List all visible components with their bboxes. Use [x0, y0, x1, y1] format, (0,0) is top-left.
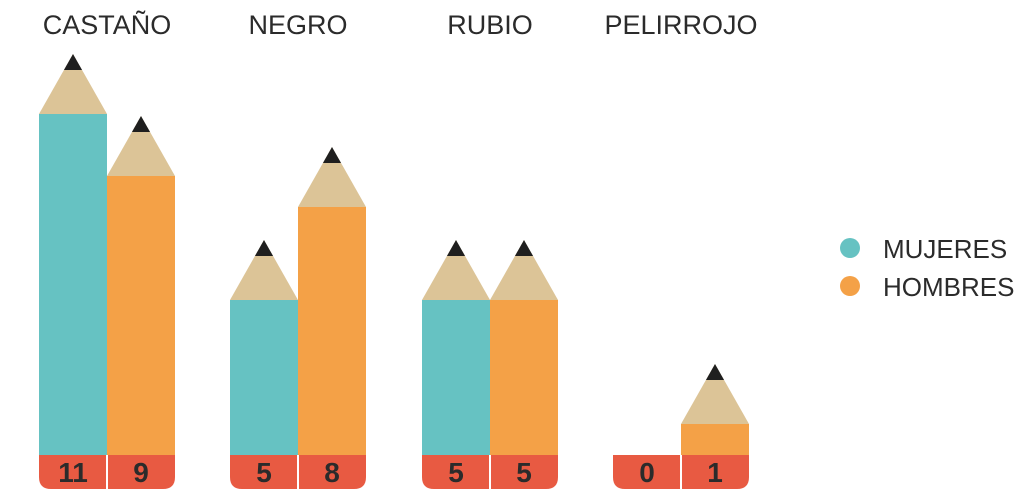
eraser-divider — [680, 455, 682, 489]
bar-hombres — [490, 300, 558, 455]
pencil-eraser — [490, 455, 558, 489]
value-label: 11 — [58, 457, 88, 488]
category-label: RUBIO — [447, 10, 533, 40]
bar-hombres — [298, 207, 366, 455]
pencil-tip — [681, 364, 749, 424]
pencil-tip — [107, 116, 175, 176]
pencil-tip — [490, 240, 558, 300]
eraser-divider — [297, 455, 299, 489]
eraser-divider — [489, 455, 491, 489]
value-label: 0 — [639, 457, 655, 488]
pencil-tip — [230, 240, 298, 300]
legend-swatch — [840, 238, 860, 258]
category-label: PELIRROJO — [604, 10, 757, 40]
legend-label: HOMBRES — [883, 272, 1014, 302]
pencil-tip — [39, 54, 107, 114]
pencil-lead — [131, 116, 151, 132]
bar-mujeres — [230, 300, 298, 455]
category-label: CASTAÑO — [43, 9, 172, 40]
bars-group: 11 9 5 8 5 5 0 1 — [39, 54, 749, 489]
value-label: 8 — [324, 457, 340, 488]
pencil-lead — [254, 240, 274, 256]
pencil-lead — [514, 240, 534, 256]
pencil-eraser — [298, 455, 366, 489]
pencil-lead — [63, 54, 83, 70]
pencil-tip — [298, 147, 366, 207]
category-label: NEGRO — [248, 10, 347, 40]
legend: MUJERES HOMBRES — [840, 234, 1014, 302]
value-label: 5 — [516, 457, 532, 488]
pencil-eraser — [613, 455, 681, 489]
pencil-lead — [446, 240, 466, 256]
bar-hombres — [107, 176, 175, 455]
bar-mujeres — [39, 114, 107, 455]
legend-label: MUJERES — [883, 234, 1007, 264]
value-label: 5 — [256, 457, 272, 488]
value-label: 9 — [133, 457, 149, 488]
category-labels: CASTAÑO NEGRO RUBIO PELIRROJO — [43, 9, 758, 40]
pencil-eraser — [230, 455, 298, 489]
pencil-eraser — [39, 455, 107, 489]
eraser-divider — [106, 455, 108, 489]
pencil-lead — [322, 147, 342, 163]
bar-hombres — [681, 424, 749, 455]
pencil-lead — [705, 364, 725, 380]
pencil-eraser — [681, 455, 749, 489]
pencil-tip — [422, 240, 490, 300]
pencil-eraser — [107, 455, 175, 489]
legend-swatch — [840, 276, 860, 296]
pencil-eraser — [422, 455, 490, 489]
value-label: 5 — [448, 457, 464, 488]
bar-mujeres — [422, 300, 490, 455]
value-label: 1 — [707, 457, 723, 488]
